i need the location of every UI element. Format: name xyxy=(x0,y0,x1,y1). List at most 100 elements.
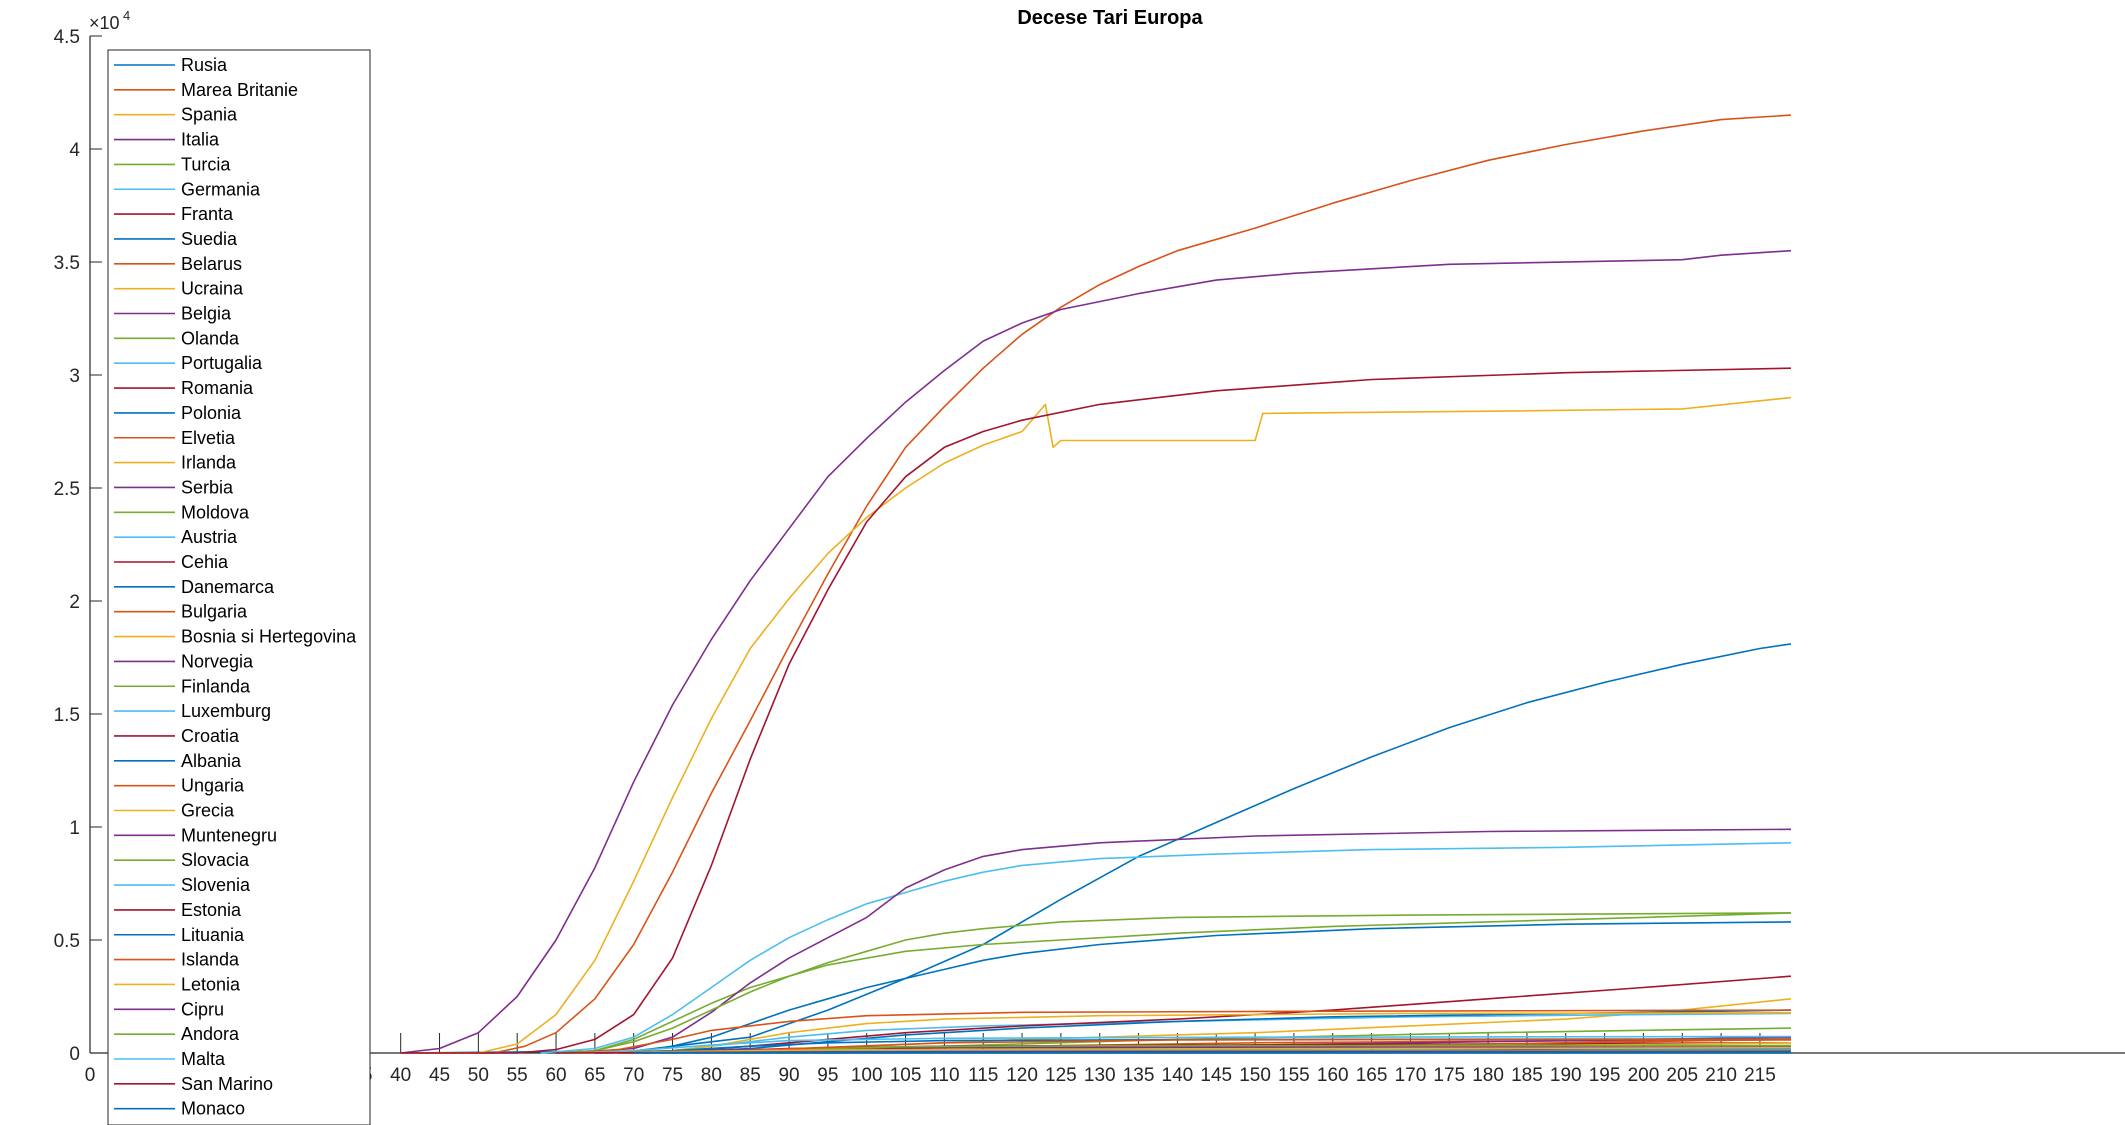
x-tick-label: 195 xyxy=(1589,1065,1621,1086)
legend-item: Luxemburg xyxy=(114,701,271,721)
x-tick-label: 175 xyxy=(1433,1065,1465,1086)
x-tick-label: 165 xyxy=(1356,1065,1388,1086)
legend-item: Cehia xyxy=(114,552,229,572)
legend-item: Belarus xyxy=(114,254,242,274)
legend-label: San Marino xyxy=(181,1074,273,1094)
legend-item: Malta xyxy=(114,1049,226,1069)
legend-item: Ucraina xyxy=(114,279,244,299)
legend-item: Bulgaria xyxy=(114,602,248,622)
x-tick-label: 200 xyxy=(1628,1065,1660,1086)
legend-item: Grecia xyxy=(114,801,235,821)
series-line xyxy=(540,842,1792,1054)
x-tick-label: 70 xyxy=(623,1065,644,1086)
legend-label: Muntenegru xyxy=(181,825,277,845)
legend-label: Turcia xyxy=(181,154,231,174)
legend-label: Marea Britanie xyxy=(181,80,298,100)
legend-item: Irlanda xyxy=(114,453,237,473)
legend-label: Danemarca xyxy=(181,577,275,597)
y-tick-label: 4.5 xyxy=(54,27,80,48)
legend-label: Croatia xyxy=(181,726,240,746)
legend-label: Austria xyxy=(181,527,238,547)
legend-item: San Marino xyxy=(114,1074,273,1094)
x-tick-label: 85 xyxy=(740,1065,761,1086)
x-tick-label: 80 xyxy=(701,1065,722,1086)
legend-item: Spania xyxy=(114,105,238,125)
legend-item: Elvetia xyxy=(114,428,236,448)
legend-item: Letonia xyxy=(114,974,241,994)
legend: Rusia Marea Britanie Spania Italia Turcia Ger… xyxy=(107,49,371,1125)
series-line xyxy=(571,828,1792,1054)
series-line xyxy=(555,912,1792,1054)
legend-label: Franta xyxy=(181,204,234,224)
legend-item: Ungaria xyxy=(114,776,245,796)
series-line xyxy=(555,912,1792,1054)
y-tick-label: 3.5 xyxy=(54,253,80,274)
legend-item: Norvegia xyxy=(114,651,254,671)
x-tick-label: 0 xyxy=(85,1065,96,1086)
legend-label: Rusia xyxy=(181,55,228,75)
legend-label: Spania xyxy=(181,105,238,125)
legend-label: Islanda xyxy=(181,950,240,970)
legend-label: Portugalia xyxy=(181,353,263,373)
x-tick-label: 55 xyxy=(507,1065,528,1086)
series-line xyxy=(400,396,1792,1054)
legend-item: Lituania xyxy=(114,925,245,945)
y-tick-label: 3 xyxy=(69,366,80,387)
y-tick-label: 1.5 xyxy=(54,705,80,726)
legend-label: Grecia xyxy=(181,801,235,821)
y-tick-label: 2 xyxy=(69,592,80,613)
series-line xyxy=(400,114,1792,1054)
y-exponent-power: 4 xyxy=(123,8,130,23)
legend-label: Monaco xyxy=(181,1099,245,1119)
legend-item: Olanda xyxy=(114,328,240,348)
x-tick-label: 45 xyxy=(429,1065,450,1086)
legend-label: Cehia xyxy=(181,552,229,572)
legend-label: Germania xyxy=(181,179,261,199)
y-exponent: ×10 4 xyxy=(89,8,130,33)
legend-item: Germania xyxy=(114,179,261,199)
legend-label: Malta xyxy=(181,1049,226,1069)
series-layer xyxy=(400,114,1792,1054)
x-tick-label: 105 xyxy=(890,1065,922,1086)
x-tick-label: 95 xyxy=(817,1065,838,1086)
x-tick-label: 160 xyxy=(1317,1065,1349,1086)
x-tick-label: 135 xyxy=(1123,1065,1155,1086)
legend-label: Bulgaria xyxy=(181,602,248,622)
legend-item: Turcia xyxy=(114,154,231,174)
legend-label: Bosnia si Hertegovina xyxy=(181,627,357,647)
legend-label: Lituania xyxy=(181,925,245,945)
legend-label: Romania xyxy=(181,378,254,398)
legend-label: Slovenia xyxy=(181,875,251,895)
legend-label: Letonia xyxy=(181,974,241,994)
legend-item: Slovenia xyxy=(114,875,251,895)
legend-label: Polonia xyxy=(181,403,242,423)
legend-items: Rusia Marea Britanie Spania Italia Turcia Ger… xyxy=(114,55,357,1119)
legend-label: Ungaria xyxy=(181,776,245,796)
legend-item: Serbia xyxy=(114,477,234,497)
y-tick-label: 1 xyxy=(69,818,80,839)
legend-label: Albania xyxy=(181,751,242,771)
legend-item: Finlanda xyxy=(114,676,251,696)
legend-item: Marea Britanie xyxy=(114,80,298,100)
legend-label: Moldova xyxy=(181,502,250,522)
legend-label: Olanda xyxy=(181,328,240,348)
series-line xyxy=(400,249,1792,1054)
legend-item: Muntenegru xyxy=(114,825,277,845)
x-tick-label: 170 xyxy=(1395,1065,1427,1086)
x-tick-label: 215 xyxy=(1744,1065,1776,1086)
legend-label: Andora xyxy=(181,1024,240,1044)
x-tick-label: 65 xyxy=(584,1065,605,1086)
series-line xyxy=(594,921,1792,1054)
x-tick-label: 100 xyxy=(851,1065,883,1086)
legend-item: Slovacia xyxy=(114,850,250,870)
legend-item: Monaco xyxy=(114,1099,245,1119)
x-tick-label: 155 xyxy=(1278,1065,1310,1086)
x-tick-label: 205 xyxy=(1666,1065,1698,1086)
legend-label: Belarus xyxy=(181,254,242,274)
legend-label: Suedia xyxy=(181,229,238,249)
legend-item: Polonia xyxy=(114,403,242,423)
x-tick-label: 50 xyxy=(468,1065,489,1086)
x-tick-label: 190 xyxy=(1550,1065,1582,1086)
legend-item: Croatia xyxy=(114,726,240,746)
